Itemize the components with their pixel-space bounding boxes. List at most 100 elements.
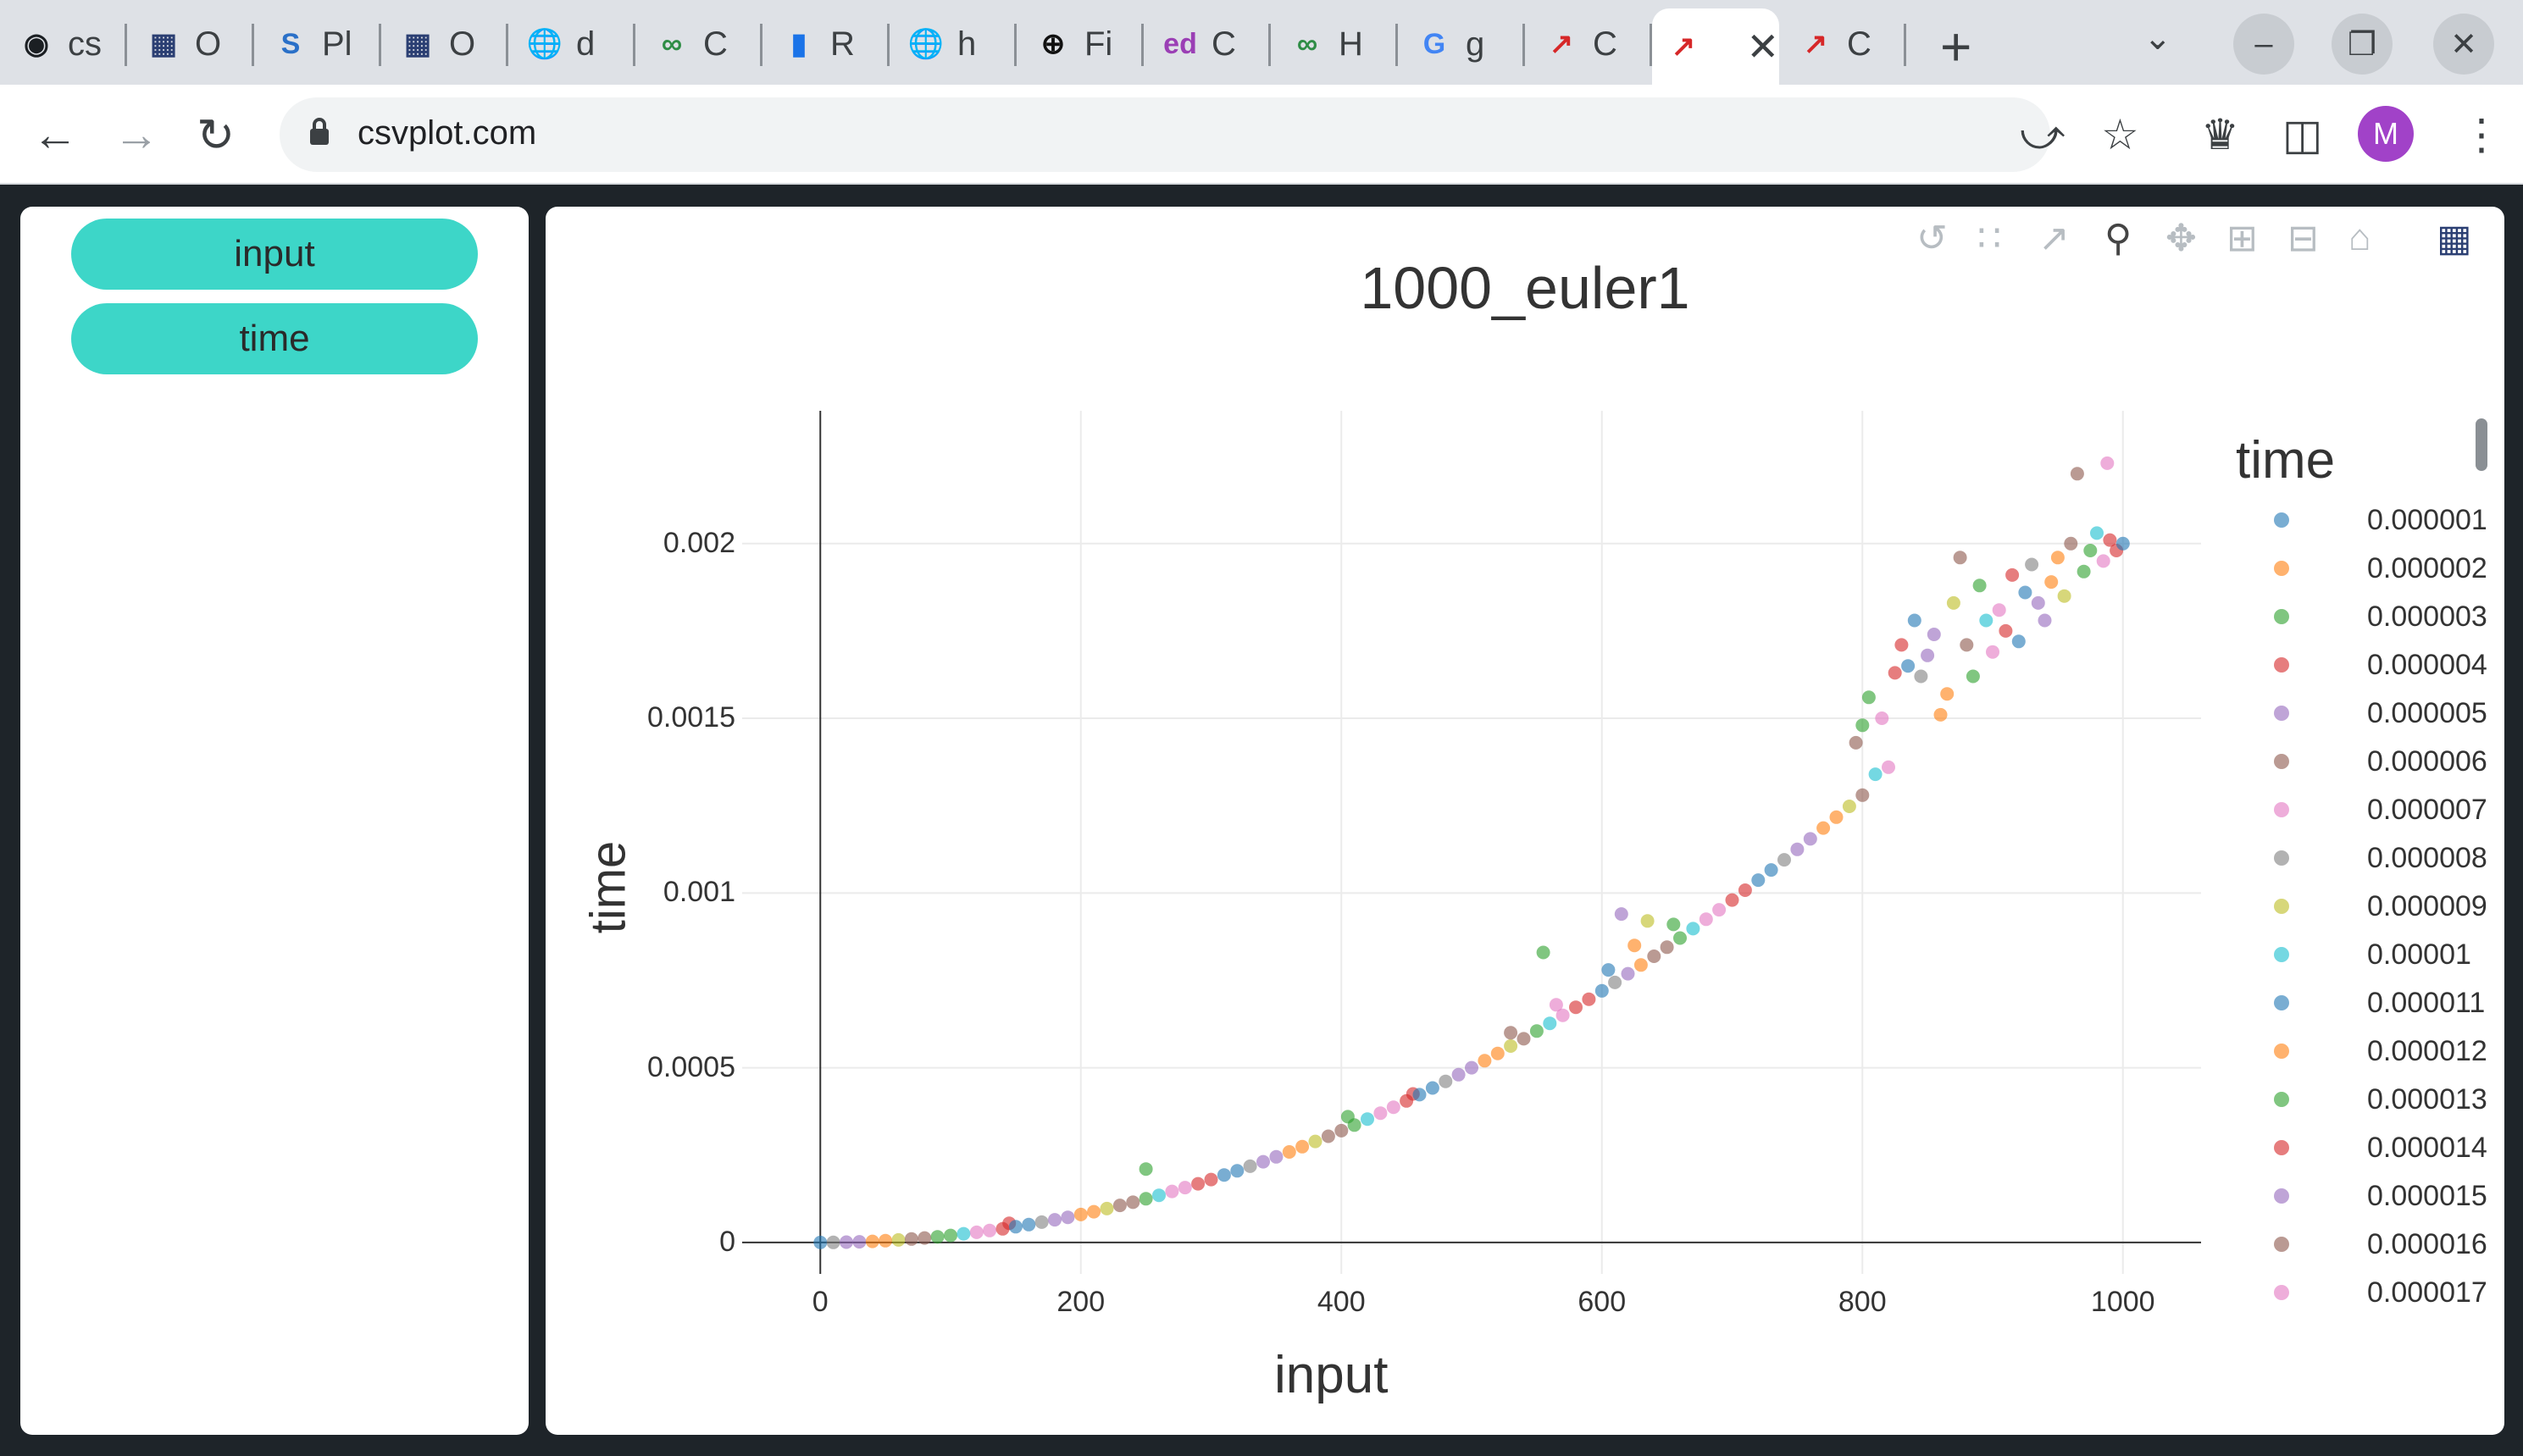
reset-icon[interactable]: ↺ <box>1916 218 1948 259</box>
data-point[interactable] <box>1230 1164 1245 1178</box>
data-point[interactable] <box>1979 613 1993 628</box>
data-point[interactable] <box>840 1235 853 1249</box>
data-point[interactable] <box>1647 949 1661 963</box>
data-point[interactable] <box>1699 912 1713 927</box>
data-point[interactable] <box>1940 687 1955 701</box>
data-point[interactable] <box>1048 1213 1062 1227</box>
bookmark-star-icon[interactable]: ☆ <box>2101 111 2139 158</box>
data-point[interactable] <box>1243 1159 1257 1173</box>
data-point[interactable] <box>1126 1195 1140 1210</box>
data-point[interactable] <box>1504 1026 1518 1040</box>
data-point[interactable] <box>1022 1217 1036 1232</box>
legend-item[interactable]: 0.00001 <box>2274 938 2471 972</box>
data-point[interactable] <box>1256 1154 1270 1169</box>
data-point[interactable] <box>2103 533 2117 547</box>
data-point[interactable] <box>1112 1199 1127 1213</box>
legend-item[interactable]: 0.000013 <box>2274 1082 2487 1116</box>
data-point[interactable] <box>1594 983 1609 998</box>
data-point[interactable] <box>969 1225 984 1239</box>
plotly-logo-icon[interactable]: ▦ <box>2437 218 2472 259</box>
data-point[interactable] <box>2090 526 2104 540</box>
data-point[interactable] <box>2005 567 2020 582</box>
data-point[interactable] <box>2070 467 2084 481</box>
legend-item[interactable]: 0.000017 <box>2274 1276 2487 1309</box>
data-point[interactable] <box>1008 1220 1023 1234</box>
data-point[interactable] <box>1907 613 1921 628</box>
data-point[interactable] <box>1517 1032 1531 1046</box>
data-point[interactable] <box>2100 456 2115 470</box>
data-point[interactable] <box>813 1235 828 1249</box>
legend-item[interactable]: 0.000012 <box>2274 1034 2487 1068</box>
data-point[interactable] <box>1829 810 1844 824</box>
data-point[interactable] <box>1621 966 1635 981</box>
data-point[interactable] <box>1347 1118 1361 1132</box>
data-point[interactable] <box>1282 1145 1296 1159</box>
data-point[interactable] <box>1555 1008 1570 1022</box>
browser-tab[interactable]: 🌐 d <box>508 8 635 80</box>
restore-button[interactable]: ❐ <box>2332 14 2393 75</box>
data-point[interactable] <box>1712 903 1727 917</box>
menu-kebab-icon[interactable]: ⋮ <box>2460 111 2503 158</box>
data-point[interactable] <box>1627 938 1642 953</box>
browser-tab[interactable]: ↗ ✕ <box>1652 8 1779 85</box>
data-point[interactable] <box>1849 735 1863 750</box>
data-point[interactable] <box>1633 958 1648 972</box>
data-point[interactable] <box>1933 707 1948 722</box>
column-button-input[interactable]: input <box>71 219 478 290</box>
data-point[interactable] <box>2115 536 2130 551</box>
data-point[interactable] <box>1178 1181 1192 1195</box>
data-point[interactable] <box>1764 863 1778 877</box>
data-point[interactable] <box>1855 788 1870 802</box>
legend-item[interactable]: 0.000014 <box>2274 1131 2487 1165</box>
data-point[interactable] <box>1803 832 1817 846</box>
data-point[interactable] <box>1946 595 1960 610</box>
browser-tab[interactable]: ◉ cs <box>0 8 127 80</box>
data-point[interactable] <box>1686 922 1700 936</box>
data-point[interactable] <box>879 1233 893 1248</box>
data-point[interactable] <box>1640 914 1655 928</box>
legend-item[interactable]: 0.000016 <box>2274 1227 2487 1261</box>
back-button[interactable]: ← <box>32 109 78 160</box>
data-point[interactable] <box>2018 585 2032 600</box>
browser-tab[interactable]: ▦ O <box>127 8 254 80</box>
data-point[interactable] <box>852 1235 867 1249</box>
home-icon[interactable]: ⌂ <box>2348 217 2371 258</box>
zoom-out-icon[interactable]: ⊟ <box>2287 218 2319 259</box>
browser-tab[interactable]: ∞ H <box>1271 8 1398 80</box>
legend-item[interactable]: 0.000004 <box>2274 648 2487 682</box>
data-point[interactable] <box>1777 853 1791 867</box>
data-point[interactable] <box>2038 613 2052 628</box>
data-point[interactable] <box>826 1235 840 1249</box>
data-point[interactable] <box>1412 1088 1427 1102</box>
data-point[interactable] <box>1601 963 1616 977</box>
data-point[interactable] <box>1308 1134 1322 1149</box>
data-point[interactable] <box>1295 1139 1310 1154</box>
browser-tab[interactable]: 🌐 h <box>890 8 1017 80</box>
data-point[interactable] <box>1204 1172 1218 1187</box>
data-point[interactable] <box>1073 1207 1088 1221</box>
data-point[interactable] <box>2057 589 2071 603</box>
data-point[interactable] <box>1751 873 1766 888</box>
data-point[interactable] <box>1673 931 1687 945</box>
data-point[interactable] <box>930 1230 945 1244</box>
minimize-button[interactable]: – <box>2233 14 2294 75</box>
data-point[interactable] <box>1536 945 1550 960</box>
legend-item[interactable]: 0.000011 <box>2274 986 2485 1020</box>
legend-item[interactable]: 0.000009 <box>2274 889 2487 923</box>
data-point[interactable] <box>1478 1054 1492 1068</box>
data-point[interactable] <box>1100 1201 1114 1215</box>
forward-button[interactable]: → <box>114 109 159 160</box>
data-point[interactable] <box>1139 1192 1153 1206</box>
legend-item[interactable]: 0.000008 <box>2274 841 2487 875</box>
pan-icon[interactable]: ✥ <box>2165 218 2197 259</box>
legend-item[interactable]: 0.000007 <box>2274 793 2487 827</box>
zoom-icon[interactable]: ⚲ <box>2104 218 2132 259</box>
data-point[interactable] <box>1061 1210 1075 1225</box>
data-point[interactable] <box>1217 1168 1231 1182</box>
data-point[interactable] <box>1439 1074 1453 1088</box>
extensions-puzzle-icon[interactable]: ♛ <box>2201 111 2239 158</box>
data-point[interactable] <box>1966 669 1980 684</box>
browser-tab[interactable]: ↗ C <box>1525 8 1652 80</box>
data-point[interactable] <box>1855 718 1870 733</box>
